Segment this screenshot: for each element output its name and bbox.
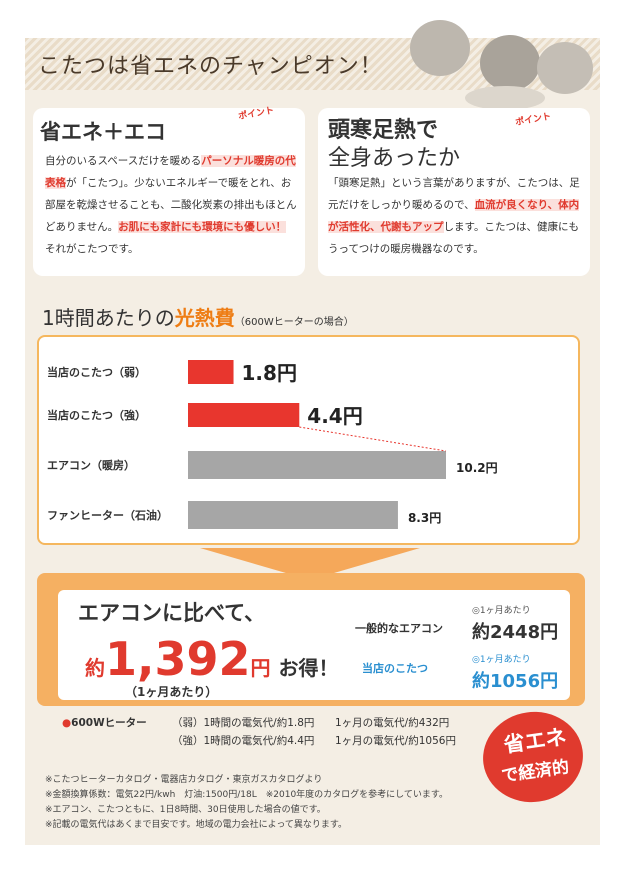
result-amount: 約1,392円 お得！ bbox=[85, 632, 339, 686]
text: 円 bbox=[250, 656, 271, 680]
compare-value: 約1056円 bbox=[472, 671, 559, 692]
value-label: 1.8円 bbox=[242, 361, 297, 385]
text: 自分のいるスペースだけを暖める bbox=[45, 155, 202, 167]
warm-body: 「頭寒足熱」という言葉がありますが、こたつは、足元だけをしっかり暖めるので、血流… bbox=[328, 172, 583, 260]
result-lead: エアコンに比べて、 bbox=[78, 601, 266, 625]
heater-cell: 1ヶ月の電気代/約432円 bbox=[335, 717, 450, 729]
page-title: こたつは省エネのチャンピオン！ bbox=[38, 54, 383, 79]
text: 1時間あたりの bbox=[42, 306, 175, 330]
result-note: （1ヶ月あたり） bbox=[125, 685, 218, 699]
text: お得！ bbox=[278, 656, 339, 680]
arrow bbox=[200, 548, 420, 580]
category-label: エアコン（暖房） bbox=[47, 458, 135, 472]
heater-label: ●600Wヒーター bbox=[62, 717, 147, 729]
result-inner bbox=[58, 590, 570, 700]
text: が「こたつ」。少ないエネルギーで暖をとれ、お部屋を乾燥させることも、二酸化炭素の… bbox=[45, 177, 297, 233]
category-label: 当店のこたつ（強） bbox=[47, 408, 146, 422]
chart-heading: 1時間あたりの光熱費（600Wヒーターの場合） bbox=[42, 302, 354, 331]
category-label: ファンヒーター（石油） bbox=[47, 508, 168, 522]
warm-title: 全身あったか bbox=[328, 146, 461, 171]
footnote: ※こたつヒーターカタログ・電器店カタログ・東京ガスカタログより bbox=[45, 775, 323, 785]
heater-cell: 1ヶ月の電気代/約1056円 bbox=[335, 735, 456, 747]
footnote: ※金額換算係数：電気22円/kwh 灯油:1500円/18L ※2010年度のカ… bbox=[45, 790, 449, 800]
compare-label: 当店のこたつ bbox=[362, 662, 428, 675]
compare-label: 一般的なエアコン bbox=[355, 622, 443, 635]
compare-note: ◎1ヶ月あたり bbox=[472, 606, 531, 616]
footnote: ※記載の電気代はあくまで目安です。地域の電力会社によって異なります。 bbox=[45, 820, 348, 830]
heater-cell: （弱）1時間の電気代/約1.8円 bbox=[172, 717, 315, 729]
text: それがこたつです。 bbox=[45, 243, 139, 255]
text: 約 bbox=[85, 656, 105, 680]
text: 1,392 bbox=[105, 632, 251, 686]
footnote: ※エアコン、こたつともに、1日8時間、30日使用した場合の値です。 bbox=[45, 805, 326, 815]
text: 光熱費 bbox=[174, 306, 235, 330]
compare-note: ◎1ヶ月あたり bbox=[472, 655, 531, 665]
bar bbox=[188, 451, 446, 479]
bar bbox=[188, 501, 398, 529]
eco-title: 省エネ＋エコ bbox=[40, 120, 166, 144]
highlight: お肌にも家計にも環境にも優しい！ bbox=[118, 221, 287, 233]
eco-body: 自分のいるスペースだけを暖めるパーソナル暖房の代表格が「こたつ」。少ないエネルギ… bbox=[45, 150, 297, 260]
value-label: 4.4円 bbox=[307, 404, 362, 428]
warm-title: 頭寒足熱で bbox=[328, 118, 439, 143]
heater-cell: （強）1時間の電気代/約4.4円 bbox=[172, 735, 315, 747]
warm-card bbox=[318, 108, 590, 276]
value-label: 8.3円 bbox=[408, 511, 441, 525]
connector bbox=[299, 426, 447, 452]
value-label: 10.2円 bbox=[456, 461, 498, 475]
text: 「頭寒足熱」という言葉がありますが、こたつは、足元だけをしっかり暖めるので、 bbox=[328, 177, 580, 211]
eco-card bbox=[33, 108, 305, 276]
text: （600Wヒーターの場合） bbox=[234, 317, 354, 328]
bar bbox=[188, 403, 300, 427]
text: 600Wヒーター bbox=[71, 717, 147, 729]
category-label: 当店のこたつ（弱） bbox=[47, 365, 146, 379]
bar bbox=[188, 360, 234, 384]
cats-illustration bbox=[410, 20, 593, 108]
footnotes: ※こたつヒーターカタログ・電器店カタログ・東京ガスカタログより ※金額換算係数：… bbox=[45, 773, 448, 833]
text: します。こたつは、健康にもうってつけの暖房機器なのです。 bbox=[328, 221, 579, 255]
compare-value: 約2448円 bbox=[472, 622, 559, 643]
